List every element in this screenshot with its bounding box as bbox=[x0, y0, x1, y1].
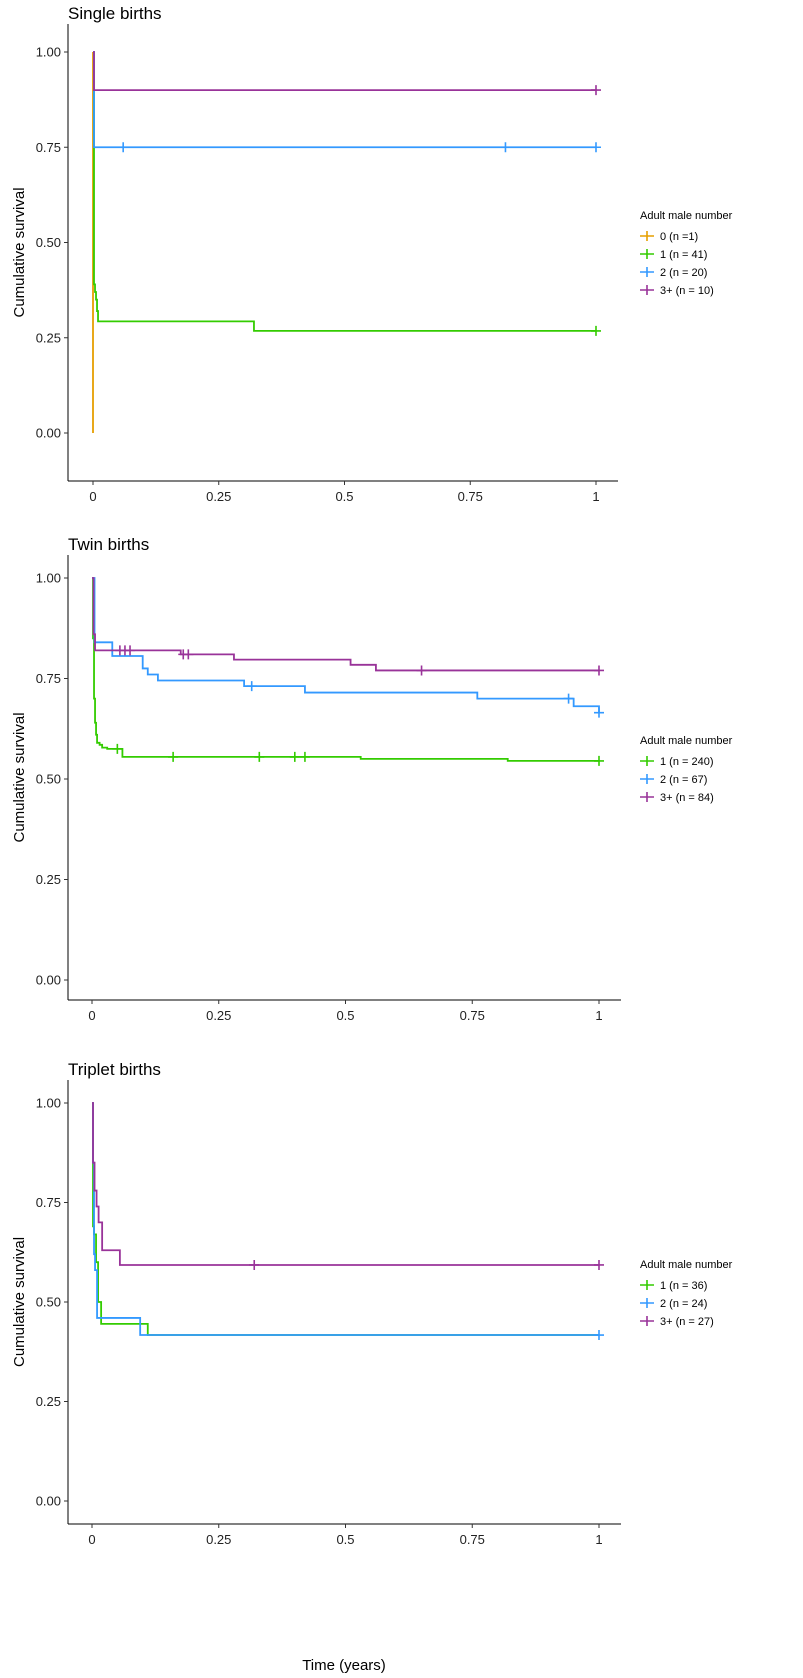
y-tick-label: 0.25 bbox=[36, 1394, 61, 1409]
censor-mark bbox=[118, 142, 129, 153]
censor-mark bbox=[594, 1259, 604, 1270]
x-tick-label: 0.75 bbox=[460, 1532, 485, 1547]
censor-mark bbox=[246, 681, 257, 692]
y-tick-label: 0.50 bbox=[36, 1295, 61, 1310]
y-tick-label: 0.75 bbox=[36, 140, 61, 155]
legend-key bbox=[640, 267, 654, 277]
x-axis-label: Time (years) bbox=[302, 1657, 386, 1674]
censor-mark bbox=[594, 665, 604, 676]
censor-mark bbox=[249, 1259, 260, 1270]
y-tick-label: 0.25 bbox=[36, 872, 61, 887]
survival-curve-2 bbox=[92, 1102, 599, 1336]
y-tick-label: 0.25 bbox=[36, 330, 61, 345]
legend-title: Adult male number bbox=[640, 1259, 733, 1271]
y-axis-label: Cumulative survival bbox=[11, 1237, 28, 1367]
legend-item-label: 3+ (n = 27) bbox=[660, 1316, 714, 1328]
legend-key bbox=[640, 231, 654, 241]
legend-item-label: 1 (n = 240) bbox=[660, 756, 714, 768]
legend-item-label: 0 (n =1) bbox=[660, 231, 698, 243]
x-tick-label: 0.5 bbox=[336, 1008, 354, 1023]
censor-mark bbox=[289, 751, 300, 762]
censor-mark bbox=[254, 751, 265, 762]
censor-mark bbox=[591, 142, 601, 153]
x-tick-label: 0.25 bbox=[206, 1532, 231, 1547]
legend-key bbox=[640, 1316, 654, 1326]
legend-item-label: 2 (n = 24) bbox=[660, 1298, 707, 1310]
x-tick-label: 0 bbox=[88, 1008, 95, 1023]
legend-item-label: 1 (n = 36) bbox=[660, 1280, 707, 1292]
survival-curve-3plus bbox=[93, 51, 596, 91]
censor-mark bbox=[594, 755, 604, 766]
censor-mark bbox=[183, 649, 194, 660]
y-tick-label: 0.75 bbox=[36, 1195, 61, 1210]
censor-mark bbox=[591, 85, 601, 96]
censor-mark bbox=[299, 751, 310, 762]
censor-mark bbox=[563, 693, 574, 704]
censor-mark bbox=[594, 707, 604, 718]
censor-mark bbox=[594, 1330, 604, 1341]
censor-mark bbox=[416, 665, 427, 676]
panel-title: Triplet births bbox=[68, 1060, 161, 1079]
y-tick-label: 1.00 bbox=[36, 571, 61, 586]
legend-key bbox=[640, 756, 654, 766]
survival-curve-2 bbox=[92, 577, 600, 713]
legend-key bbox=[640, 1298, 654, 1308]
x-tick-label: 1 bbox=[595, 1532, 602, 1547]
y-axis-label: Cumulative survival bbox=[11, 712, 28, 842]
x-tick-label: 0.5 bbox=[335, 489, 353, 504]
x-tick-label: 1 bbox=[592, 489, 599, 504]
legend-item-label: 2 (n = 20) bbox=[660, 267, 707, 279]
x-tick-label: 1 bbox=[595, 1008, 602, 1023]
legend-key bbox=[640, 1280, 654, 1290]
y-tick-label: 1.00 bbox=[36, 1096, 61, 1111]
censor-mark bbox=[500, 142, 511, 153]
survival-curve-3plus bbox=[92, 577, 599, 672]
y-tick-label: 0.50 bbox=[36, 235, 61, 250]
legend-item-label: 2 (n = 67) bbox=[660, 774, 707, 786]
y-tick-label: 0.00 bbox=[36, 426, 61, 441]
x-tick-label: 0.75 bbox=[458, 489, 483, 504]
censor-mark bbox=[591, 325, 601, 336]
legend-title: Adult male number bbox=[640, 735, 733, 747]
panel-title: Single births bbox=[68, 4, 162, 23]
x-tick-label: 0.5 bbox=[336, 1532, 354, 1547]
survival-curve-3plus bbox=[92, 1102, 599, 1266]
legend-key bbox=[640, 285, 654, 295]
legend-item-label: 1 (n = 41) bbox=[660, 249, 707, 261]
y-tick-label: 0.50 bbox=[36, 772, 61, 787]
x-tick-label: 0 bbox=[89, 489, 96, 504]
legend-key bbox=[640, 249, 654, 259]
legend-item-label: 3+ (n = 10) bbox=[660, 285, 714, 297]
x-tick-label: 0 bbox=[88, 1532, 95, 1547]
panel-title: Twin births bbox=[68, 535, 149, 554]
y-axis-label: Cumulative survival bbox=[11, 187, 28, 317]
legend-item-label: 3+ (n = 84) bbox=[660, 792, 714, 804]
censor-mark bbox=[168, 751, 179, 762]
y-tick-label: 0.00 bbox=[36, 973, 61, 988]
y-tick-label: 0.00 bbox=[36, 1494, 61, 1509]
legend-title: Adult male number bbox=[640, 210, 733, 222]
survival-curve-1 bbox=[92, 577, 599, 762]
y-tick-label: 0.75 bbox=[36, 671, 61, 686]
survival-curve-1 bbox=[92, 1102, 599, 1336]
legend-key bbox=[640, 774, 654, 784]
x-tick-label: 0.75 bbox=[460, 1008, 485, 1023]
censor-mark bbox=[112, 743, 123, 754]
censor-mark bbox=[125, 645, 136, 656]
legend-key bbox=[640, 792, 654, 802]
survival-curve-1 bbox=[93, 51, 596, 332]
x-tick-label: 0.25 bbox=[206, 489, 231, 504]
x-tick-label: 0.25 bbox=[206, 1008, 231, 1023]
survival-curve-2 bbox=[93, 51, 596, 149]
y-tick-label: 1.00 bbox=[36, 45, 61, 60]
